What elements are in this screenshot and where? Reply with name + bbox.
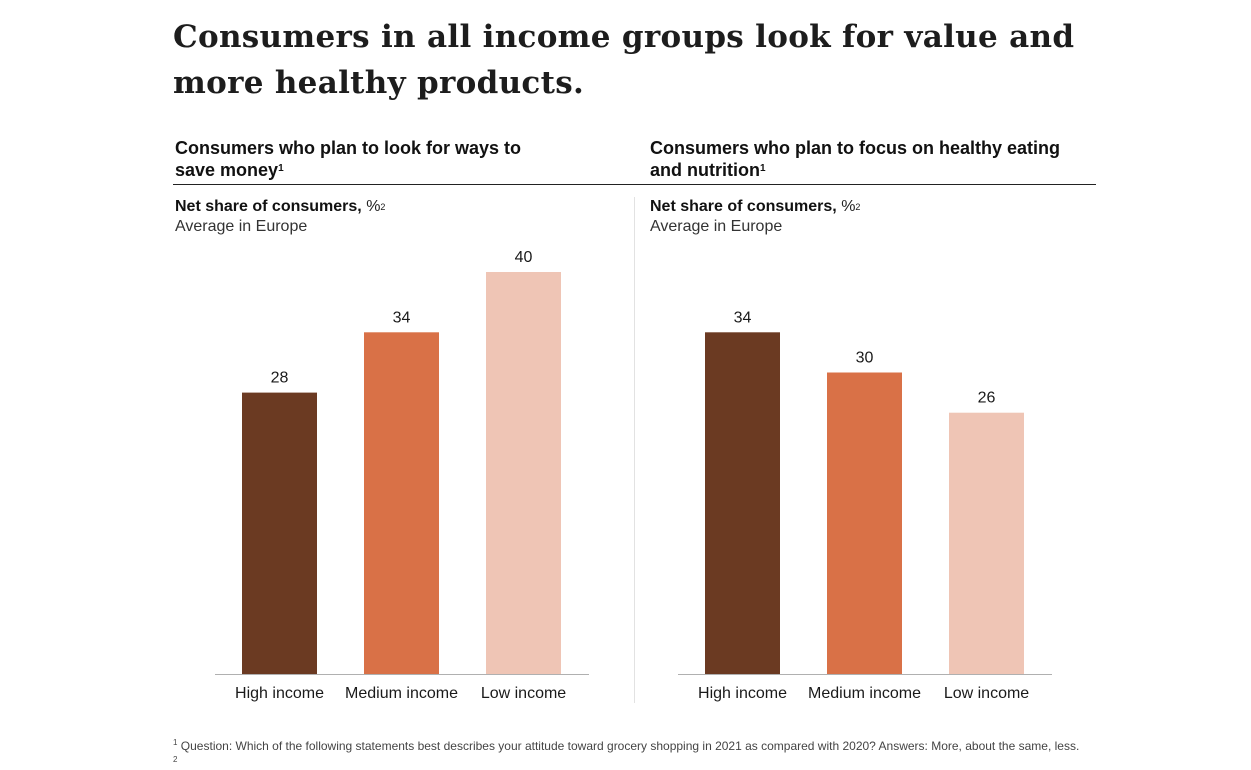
chart-1-title-text: Consumers who plan to look for ways to s… (175, 138, 522, 180)
panel-divider (634, 197, 635, 703)
chart-1-axis-caption: Net share of consumers, %2 Average in Eu… (175, 197, 385, 237)
chart-2-bar-high-income (705, 332, 780, 674)
chart-2-title-text: Consumers who plan to focus on healthy e… (650, 138, 1061, 180)
chart-2-ylabel-unit: % (841, 198, 856, 215)
footnote-2-marker: 2 (173, 755, 178, 764)
chart-1-title: Consumers who plan to look for ways to s… (175, 137, 555, 181)
header-divider (173, 184, 1096, 185)
chart-1-plot: 28 High income 34 Medium income 40 Low income (215, 249, 589, 702)
chart-1-title-footnote: 1 (278, 163, 284, 174)
chart-1-category-label: Medium income (345, 685, 458, 702)
chart-1-data-label: 40 (515, 249, 533, 266)
chart-1-ylabel-footnote: 2 (380, 202, 386, 212)
chart-2-data-label: 34 (734, 309, 752, 326)
chart-2-axis-caption: Net share of consumers, %2 Average in Eu… (650, 197, 860, 237)
chart-1-category-label: Low income (481, 685, 566, 702)
footnote-1: 1 Question: Which of the following state… (173, 736, 1093, 753)
chart-1-data-label: 28 (271, 370, 289, 387)
chart-1-ylabel: Net share of consumers, (175, 198, 362, 215)
chart-2-category-label: Medium income (808, 685, 921, 702)
footnotes: 1 Question: Which of the following state… (173, 736, 1093, 770)
chart-2-data-label: 30 (856, 350, 874, 367)
chart-2-plot: 34 High income 30 Medium income 26 Low income (678, 309, 1052, 702)
chart-1-subtitle: Average in Europe (175, 218, 308, 235)
chart-2-ylabel-footnote: 2 (855, 202, 861, 212)
chart-1-data-label: 34 (393, 309, 411, 326)
footnote-1-text: Question: Which of the following stateme… (180, 739, 1080, 753)
chart-2-subtitle: Average in Europe (650, 218, 783, 235)
page-title: Consumers in all income groups look for … (173, 19, 1075, 101)
chart-1-bar-medium-income (364, 332, 439, 674)
chart-2-data-label: 26 (978, 390, 996, 407)
chart-1-bar-low-income (486, 272, 561, 674)
chart-2-bar-low-income (949, 412, 1024, 674)
footnote-2: 2 (173, 753, 1093, 770)
chart-2-bar-medium-income (827, 372, 902, 674)
footnote-1-marker: 1 (173, 738, 178, 747)
chart-2-ylabel: Net share of consumers, (650, 198, 837, 215)
chart-2-title: Consumers who plan to focus on healthy e… (650, 137, 1090, 181)
chart-2-category-label: High income (698, 685, 787, 702)
chart-1-category-label: High income (235, 685, 324, 702)
chart-1-ylabel-unit: % (366, 198, 381, 215)
chart-1-bar-high-income (242, 392, 317, 674)
chart-2-title-footnote: 1 (759, 163, 766, 174)
chart-2-category-label: Low income (944, 685, 1029, 702)
